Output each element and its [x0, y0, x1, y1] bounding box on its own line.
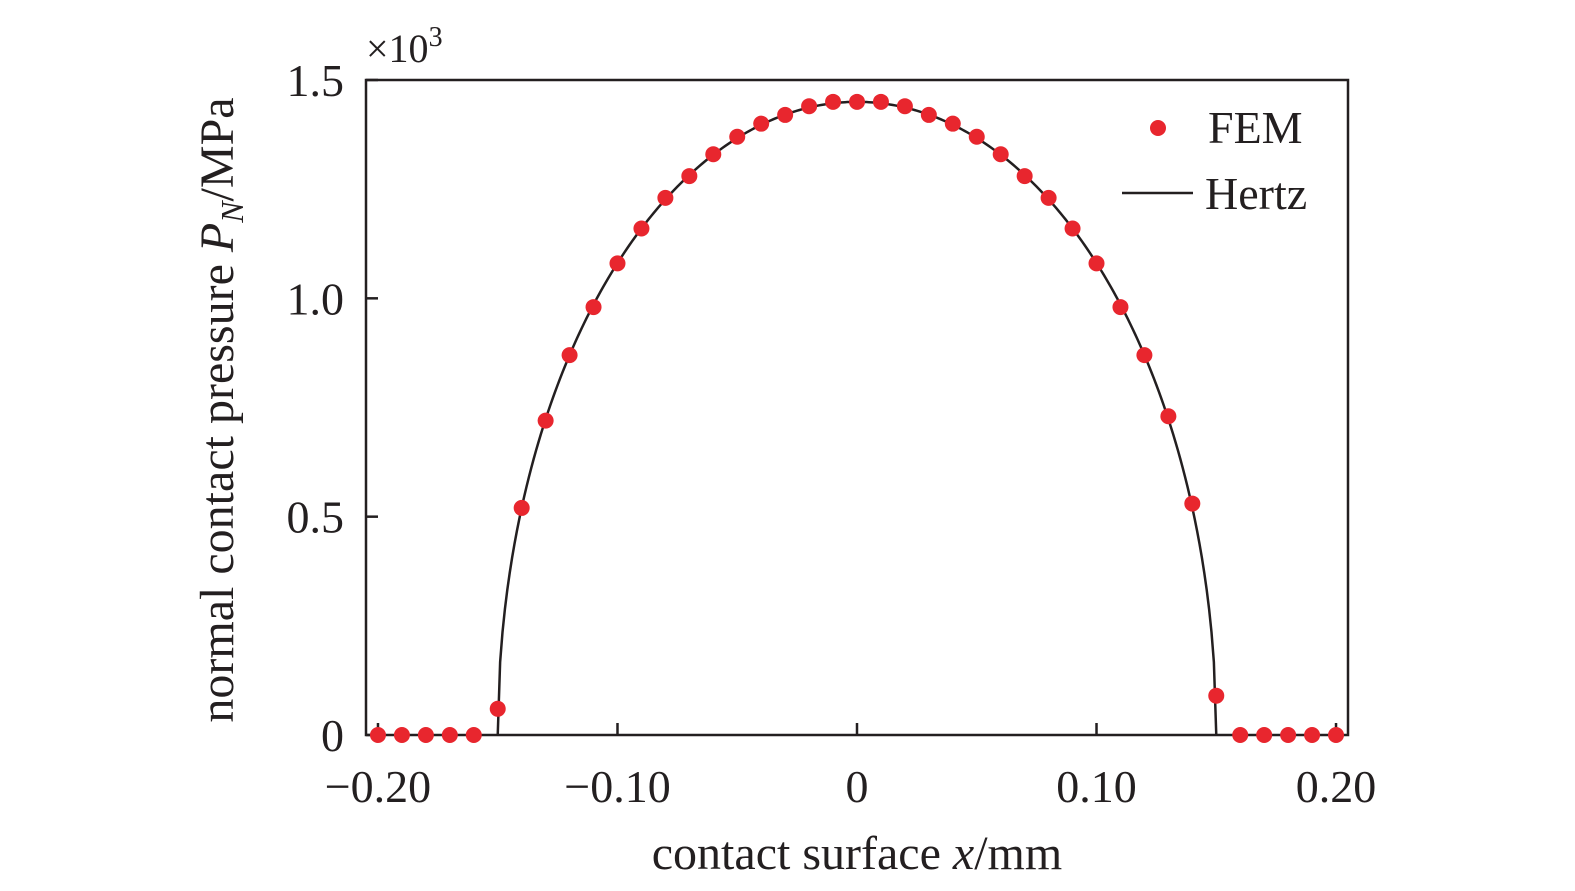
fem-point: [633, 220, 650, 237]
fem-point: [1136, 347, 1153, 364]
fem-point: [1160, 408, 1177, 425]
fem-point: [1208, 687, 1225, 704]
y-tick-label: 0.5: [287, 492, 345, 543]
x-tick-label: 0.10: [1056, 761, 1137, 812]
fem-point: [1016, 168, 1033, 185]
x-tick-label: 0: [846, 761, 869, 812]
y-axis-title: normal contact pressure PN/MPa: [191, 97, 250, 722]
fem-point: [968, 128, 985, 145]
fem-point: [465, 727, 482, 743]
fem-point: [1088, 255, 1105, 272]
x-axis-title: contact surface x/mm: [652, 827, 1062, 880]
y-tick-label: 1.0: [287, 273, 345, 324]
fem-point: [393, 727, 410, 743]
fem-point: [657, 189, 674, 206]
fem-point: [1184, 495, 1201, 512]
fem-point: [753, 115, 770, 132]
fem-point: [441, 727, 458, 743]
fem-point: [1232, 727, 1249, 743]
fem-point: [944, 115, 961, 132]
legend: FEM Hertz: [1122, 102, 1307, 219]
fem-point: [920, 106, 937, 123]
fem-point: [489, 700, 506, 717]
fem-point: [537, 412, 554, 429]
fem-point: [1328, 727, 1345, 743]
fem-series: [369, 93, 1345, 743]
fem-point: [369, 727, 386, 743]
fem-point: [1112, 299, 1129, 316]
hertz-curve: [496, 100, 1218, 736]
fem-point: [777, 106, 794, 123]
fem-point: [1040, 189, 1057, 206]
legend-hertz-label: Hertz: [1205, 168, 1307, 219]
fem-point: [585, 299, 602, 316]
y-tick-label: 0: [321, 710, 344, 761]
y-multiplier: ×103: [366, 22, 443, 71]
y-tick-label: 1.5: [287, 55, 345, 106]
x-tick-label: −0.10: [564, 761, 670, 812]
fem-point: [825, 93, 842, 110]
fem-point: [513, 499, 530, 516]
fem-point: [561, 347, 578, 364]
hertz-series: [496, 100, 1218, 736]
fem-point: [1304, 727, 1321, 743]
fem-point: [705, 146, 722, 163]
fem-point: [609, 255, 626, 272]
y-axis-ticks: 0 0.5 1.0 1.5: [287, 55, 378, 761]
fem-point: [801, 98, 818, 115]
fem-point: [872, 93, 889, 110]
x-axis-ticks: −0.20 −0.10 0 0.10 0.20: [325, 723, 1377, 812]
legend-fem-marker: [1150, 120, 1166, 136]
fem-point: [681, 168, 698, 185]
fem-point: [1256, 727, 1273, 743]
fem-point: [729, 128, 746, 145]
fem-point: [417, 727, 434, 743]
fem-point: [1280, 727, 1297, 743]
plot-frame: [364, 78, 1350, 737]
x-tick-label: 0.20: [1296, 761, 1377, 812]
fem-point: [1064, 220, 1081, 237]
fem-point: [849, 93, 865, 110]
fem-point: [992, 146, 1009, 163]
x-tick-label: −0.20: [325, 761, 431, 812]
fem-point: [896, 98, 913, 115]
legend-fem-label: FEM: [1208, 102, 1303, 153]
